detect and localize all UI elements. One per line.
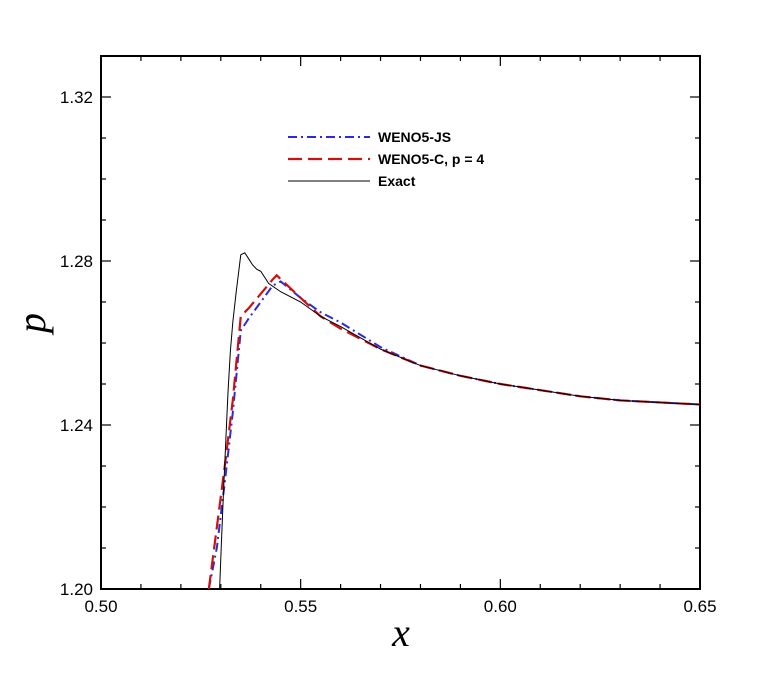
y-tick-label: 1.28	[60, 252, 93, 271]
x-axis-label: x	[391, 610, 410, 655]
plot-frame	[100, 55, 701, 590]
series-line-1	[207, 273, 700, 589]
y-tick-label: 1.20	[60, 580, 93, 599]
series-lines	[207, 252, 700, 589]
x-tick-label: 0.55	[284, 597, 317, 616]
y-tick-label: 1.24	[60, 416, 93, 435]
x-tick-label: 0.50	[84, 597, 117, 616]
x-tick-label: 0.65	[683, 597, 716, 616]
x-tick-label: 0.60	[484, 597, 517, 616]
axis-tick-labels: 0.50 0.55 0.60 0.65 1.20 1.24 1.28 1.32	[60, 88, 717, 616]
legend-label-1: WENO5-C, p = 4	[378, 151, 484, 167]
legend-label-2: Exact	[378, 173, 416, 189]
series-line-0	[207, 280, 700, 589]
legend-label-0: WENO5-JS	[378, 129, 451, 145]
axis-ticks	[100, 55, 701, 590]
legend: WENO5-JS WENO5-C, p = 4 Exact	[288, 129, 484, 189]
y-tick-label: 1.32	[60, 88, 93, 107]
series-line-2	[219, 252, 700, 589]
y-axis-label: p	[9, 313, 54, 336]
